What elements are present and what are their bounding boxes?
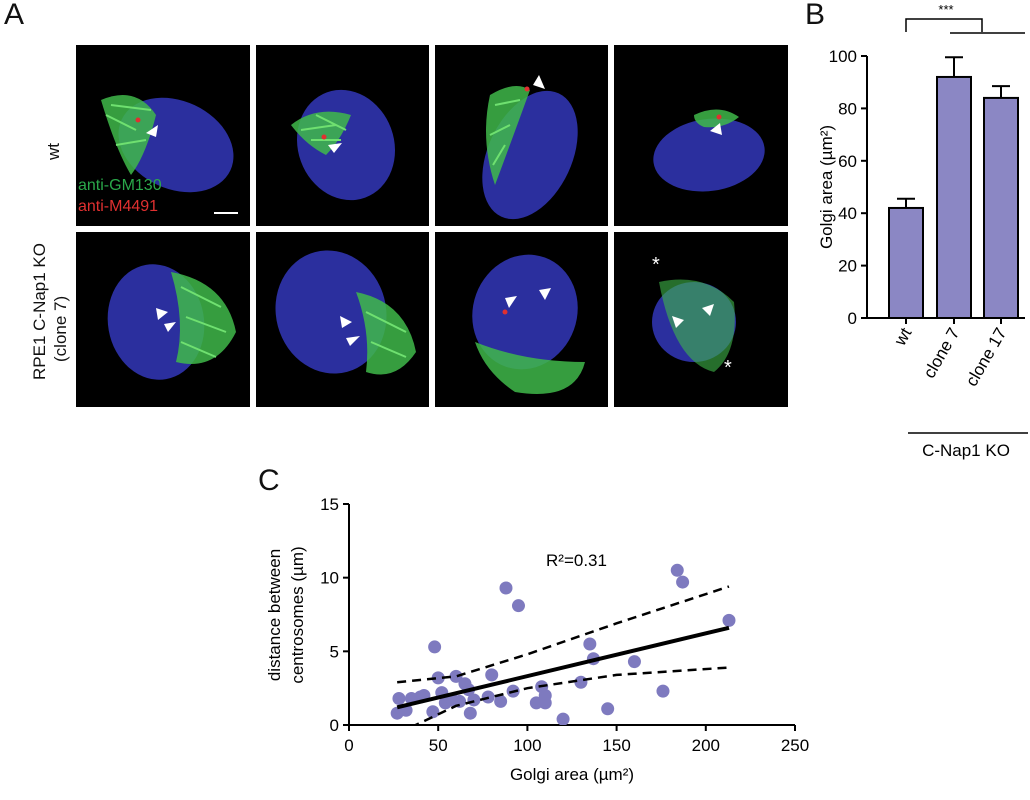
micrograph-wt-1: anti-GM130 anti-M4491 bbox=[76, 45, 250, 226]
x-tick-label: clone 7 bbox=[920, 325, 964, 382]
row-label-clone: (clone 7) bbox=[51, 295, 70, 362]
row-label-ko: RPE1 C-Nap1 KO bbox=[30, 243, 49, 380]
cell-wt-1 bbox=[101, 95, 234, 193]
x-tick-label: 100 bbox=[513, 736, 541, 755]
cell-ko-3 bbox=[472, 254, 585, 394]
y-tick-label: 0 bbox=[330, 716, 339, 735]
data-point bbox=[463, 706, 477, 720]
group-label: C-Nap1 KO bbox=[922, 441, 1010, 460]
x-tick-label: 0 bbox=[344, 736, 353, 755]
x-tick-label: wt bbox=[890, 324, 916, 349]
x-tick-label: 250 bbox=[781, 736, 809, 755]
panel-a-letter: A bbox=[4, 0, 25, 31]
bar-wt bbox=[888, 206, 924, 320]
x-tick-label: clone 17 bbox=[962, 325, 1011, 390]
micrograph-ko-1 bbox=[76, 232, 250, 407]
legend-gm130: anti-GM130 bbox=[78, 177, 162, 194]
data-point bbox=[601, 702, 615, 716]
significance-bracket bbox=[905, 18, 983, 32]
y-tick-label: 40 bbox=[838, 204, 857, 223]
row-label-wt: wt bbox=[44, 143, 63, 160]
y-axis-label: Golgi area (µm²) bbox=[817, 125, 836, 249]
data-point bbox=[529, 696, 543, 710]
y-tick-label: 80 bbox=[838, 99, 857, 118]
y-tick-label: 5 bbox=[330, 642, 339, 661]
y-axis-label-line2: centrosomes (µm) bbox=[288, 546, 307, 683]
data-point bbox=[499, 581, 513, 595]
data-point bbox=[627, 655, 641, 669]
data-point bbox=[574, 675, 588, 689]
plot-area bbox=[390, 563, 736, 725]
y-tick-label: 100 bbox=[829, 47, 857, 66]
significance-label: *** bbox=[938, 2, 953, 17]
data-point bbox=[670, 563, 684, 577]
data-point bbox=[485, 668, 499, 682]
y-tick-label: 10 bbox=[320, 569, 339, 588]
golgi-area-bar-chart: 0 20 40 60 80 100 Golgi area (µm²) wt clone 7clo… bbox=[817, 2, 1028, 460]
data-point bbox=[538, 689, 552, 703]
micrograph-wt-3 bbox=[435, 45, 608, 226]
fit-line bbox=[396, 625, 730, 710]
micrograph-wt-2 bbox=[256, 45, 429, 226]
tile-asterisk-1: * bbox=[652, 254, 660, 276]
tile-asterisk-2: * bbox=[724, 357, 732, 379]
r-squared-annotation: R²=0.31 bbox=[546, 551, 607, 570]
y-tick-label: 15 bbox=[320, 495, 339, 514]
data-point bbox=[676, 575, 690, 589]
data-point bbox=[426, 705, 440, 719]
y-tick-label: 60 bbox=[838, 152, 857, 171]
x-tick-label: 150 bbox=[602, 736, 630, 755]
legend-m4491: anti-M4491 bbox=[78, 198, 159, 215]
data-point bbox=[431, 671, 445, 685]
y-axis-label-line1: distance between bbox=[265, 549, 284, 681]
scale-bar bbox=[214, 212, 238, 214]
micrograph-wt-4 bbox=[614, 45, 788, 226]
data-point bbox=[494, 694, 508, 708]
data-point bbox=[467, 693, 481, 707]
data-point bbox=[392, 691, 406, 705]
y-tick-label: 20 bbox=[838, 257, 857, 276]
bar-clone-7 bbox=[936, 75, 972, 319]
cell-ko-1 bbox=[107, 264, 236, 380]
data-point bbox=[583, 637, 597, 651]
ci-lower-line bbox=[412, 666, 730, 725]
cell-wt-4 bbox=[653, 109, 765, 192]
panel-b-letter: B bbox=[805, 0, 826, 31]
data-point bbox=[722, 613, 736, 627]
panel-c-letter: C bbox=[258, 464, 280, 497]
bar-clone-17 bbox=[983, 96, 1019, 319]
y-tick-label: 0 bbox=[848, 309, 857, 328]
data-point bbox=[656, 684, 670, 698]
cell-wt-3 bbox=[482, 75, 578, 220]
micrograph-ko-3 bbox=[435, 232, 608, 407]
data-point bbox=[511, 599, 525, 613]
x-tick-label: 200 bbox=[692, 736, 720, 755]
cell-wt-2 bbox=[291, 89, 396, 201]
micrograph-ko-2 bbox=[256, 232, 429, 407]
data-point bbox=[428, 640, 442, 654]
cell-ko-4 bbox=[652, 279, 736, 372]
data-point bbox=[556, 712, 570, 725]
micrograph-ko-4: * * bbox=[614, 232, 788, 407]
cell-ko-2 bbox=[275, 250, 416, 375]
x-axis-label: Golgi area (µm²) bbox=[510, 765, 634, 784]
x-tick-label: 50 bbox=[429, 736, 448, 755]
data-point bbox=[449, 669, 463, 683]
